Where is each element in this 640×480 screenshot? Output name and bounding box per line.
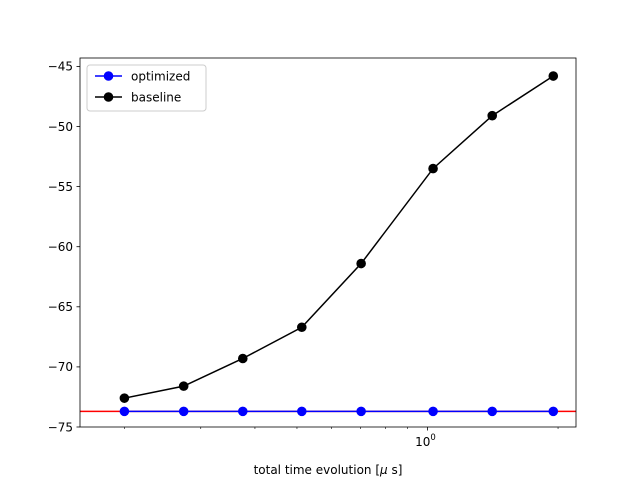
y-tick-label: −60: [48, 240, 73, 254]
axes: −75 −70 −65 −60 −55 −50 −45 100: [48, 57, 577, 449]
data-point-baseline: [119, 393, 130, 403]
legend: optimized baseline: [86, 64, 207, 112]
y-tick-label: −50: [48, 120, 73, 134]
y-tick-label: −70: [48, 360, 73, 374]
y-tick-label: −55: [48, 180, 73, 194]
data-point-baseline: [296, 322, 307, 333]
data-point-baseline: [428, 163, 438, 174]
legend-marker-baseline: [103, 92, 114, 102]
data-point-optimized: [548, 406, 559, 417]
legend-label-optimized: optimized: [131, 69, 190, 83]
series-line-baseline: [124, 75, 554, 399]
data-point-baseline: [178, 381, 189, 391]
x-axis-label: total time evolution [μ s]: [254, 463, 403, 477]
data-point-optimized: [356, 406, 366, 417]
legend-label-baseline: baseline: [131, 90, 181, 104]
axes-frame: [79, 57, 577, 428]
data-point-baseline: [548, 71, 559, 81]
y-tick-label: −45: [48, 60, 73, 74]
plot-area: [80, 71, 576, 417]
legend-marker-optimized: [103, 71, 114, 81]
data-point-baseline: [356, 258, 366, 269]
data-point-optimized: [428, 406, 438, 417]
data-point-optimized: [487, 406, 498, 417]
data-point-baseline: [237, 353, 248, 364]
y-tick-label: −65: [48, 300, 73, 314]
data-point-optimized: [178, 406, 189, 417]
data-point-optimized: [119, 406, 130, 417]
x-tick-label: 100: [415, 433, 436, 449]
data-point-optimized: [237, 406, 248, 417]
data-point-baseline: [487, 110, 498, 121]
data-point-optimized: [296, 406, 307, 417]
y-tick-label: −75: [48, 420, 73, 434]
